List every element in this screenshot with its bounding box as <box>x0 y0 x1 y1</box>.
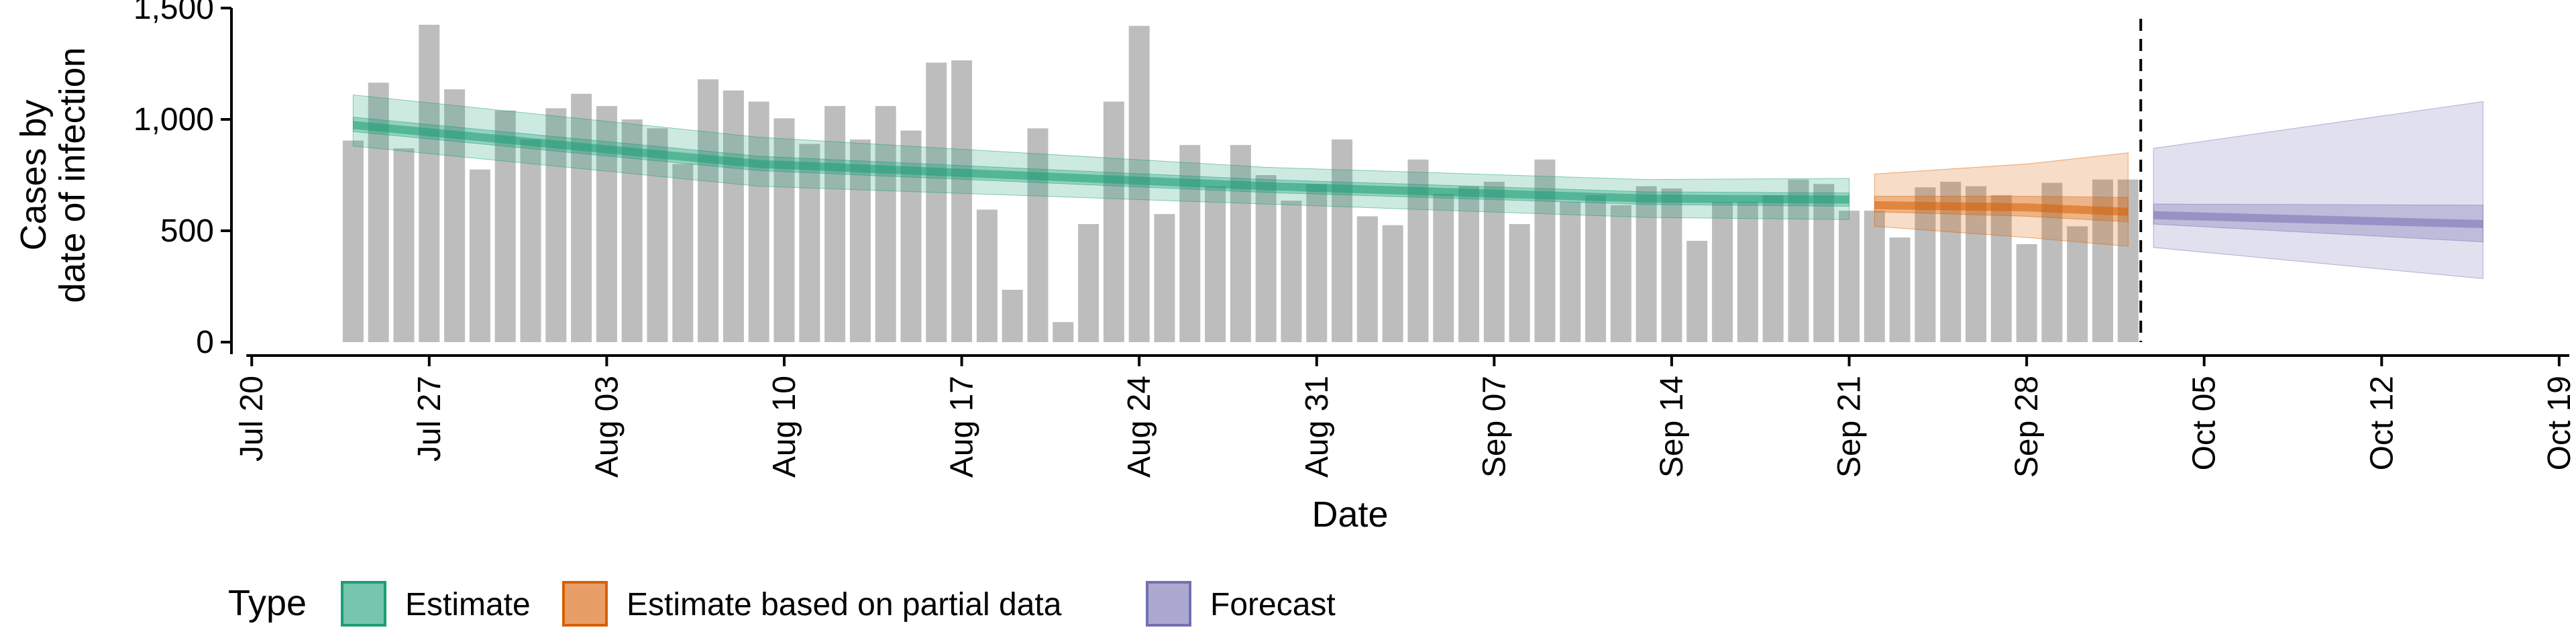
case-bar <box>520 139 541 342</box>
case-bar <box>1255 175 1277 342</box>
case-bar <box>1306 184 1328 342</box>
x-tick-label: Sep 07 <box>1477 376 1512 478</box>
y-axis-title: Cases bydate of infection <box>13 47 93 303</box>
case-bar <box>1966 186 1987 342</box>
case-bar <box>469 169 490 342</box>
case-bar <box>1813 184 1835 342</box>
case-bar <box>1053 322 1074 342</box>
case-bar <box>342 140 364 343</box>
case-bar <box>1990 195 2012 342</box>
plot-area <box>342 19 2483 343</box>
case-bar <box>926 62 947 342</box>
x-tick-label: Aug 17 <box>945 376 980 478</box>
median-line <box>1874 201 2129 216</box>
case-bar <box>799 144 820 342</box>
legend-label: Estimate based on partial data <box>627 587 1062 623</box>
legend-title: Type <box>228 583 307 623</box>
case-bar <box>976 209 998 342</box>
y-tick-label: 0 <box>196 325 214 360</box>
case-bar <box>1635 186 1657 342</box>
case-bar <box>1078 224 1099 342</box>
x-tick-label: Sep 21 <box>1832 376 1868 478</box>
case-bar <box>672 164 694 342</box>
x-tick-label: Aug 10 <box>767 376 802 478</box>
median-line <box>352 121 1849 204</box>
x-tick-label: Aug 03 <box>589 376 625 478</box>
y-axis-title-line: date of infection <box>52 47 93 303</box>
case-bar <box>1712 201 1733 342</box>
x-tick-label: Jul 27 <box>412 376 447 462</box>
case-bar <box>2016 244 2037 342</box>
y-tick-label: 1,500 <box>133 0 214 26</box>
case-bar <box>900 130 922 342</box>
case-bar <box>494 110 516 342</box>
ribbon-90 <box>2153 101 2483 279</box>
legend-swatch <box>1146 581 1191 627</box>
y-axis-title-line: Cases by <box>13 99 54 250</box>
case-bar <box>1737 201 1758 342</box>
legend-label: Forecast <box>1210 587 1336 623</box>
case-bar <box>1534 159 1556 342</box>
x-axis-title: Date <box>1311 494 1388 535</box>
case-bar <box>951 60 973 343</box>
case-bar <box>1103 101 1124 342</box>
case-bar <box>1382 225 1403 342</box>
case-bar <box>748 101 769 342</box>
case-bar <box>1585 195 1607 342</box>
ribbon-90 <box>1874 152 2129 247</box>
case-bar <box>824 106 846 342</box>
case-bar <box>1788 179 1809 342</box>
legend-swatch <box>562 581 608 627</box>
case-bar <box>1610 205 1631 342</box>
case-bar <box>1205 186 1226 342</box>
case-bar <box>1281 201 1302 342</box>
case-bar <box>1433 194 1454 342</box>
case-bar <box>1889 237 1911 342</box>
case-bar <box>1686 240 1708 342</box>
case-bar <box>1509 224 1530 342</box>
legend-swatch <box>341 581 386 627</box>
case-bar <box>647 128 668 342</box>
x-tick-label: Sep 28 <box>2009 376 2045 478</box>
ribbon-90 <box>352 94 1850 220</box>
median-line <box>2153 211 2483 229</box>
case-bar <box>621 119 643 342</box>
case-bar <box>1483 181 1505 342</box>
case-bar <box>722 90 744 342</box>
axes: 0 500 1,000 1,500 Cases bydate of infection J… <box>13 0 2576 535</box>
case-bar <box>1154 214 1175 342</box>
x-tick-label: Oct 05 <box>2187 376 2222 470</box>
case-bar <box>1762 195 1784 342</box>
case-bar <box>773 118 795 342</box>
case-bar <box>419 24 440 343</box>
y-tick-label: 1,000 <box>133 102 214 138</box>
case-bar <box>1458 186 1480 342</box>
case-bar <box>393 148 415 342</box>
y-tick-label: 500 <box>160 213 214 249</box>
case-bar <box>1027 128 1049 342</box>
case-bar <box>1839 211 1860 342</box>
x-tick-label: Oct 12 <box>2364 376 2400 470</box>
x-tick-label: Aug 31 <box>1299 376 1335 478</box>
case-bar <box>849 139 871 342</box>
legend-label: Estimate <box>405 587 531 623</box>
x-tick-label: Jul 20 <box>234 376 270 462</box>
case-bar <box>1356 216 1378 342</box>
case-bar <box>571 93 592 342</box>
legend: Type Estimate Estimate based on partial da… <box>228 581 1336 627</box>
x-tick-label: Aug 24 <box>1122 376 1157 478</box>
case-bar <box>1864 211 1885 342</box>
case-bar <box>1332 139 1353 342</box>
case-bar <box>1179 145 1201 342</box>
x-tick-label: Oct 19 <box>2542 376 2576 470</box>
case-bar <box>1661 188 1682 342</box>
x-tick-label: Sep 14 <box>1654 376 1690 478</box>
case-bar <box>2067 226 2088 342</box>
case-bar <box>875 106 896 342</box>
case-bar <box>1560 201 1581 342</box>
case-bar <box>1002 289 1023 342</box>
case-bar <box>698 79 719 343</box>
